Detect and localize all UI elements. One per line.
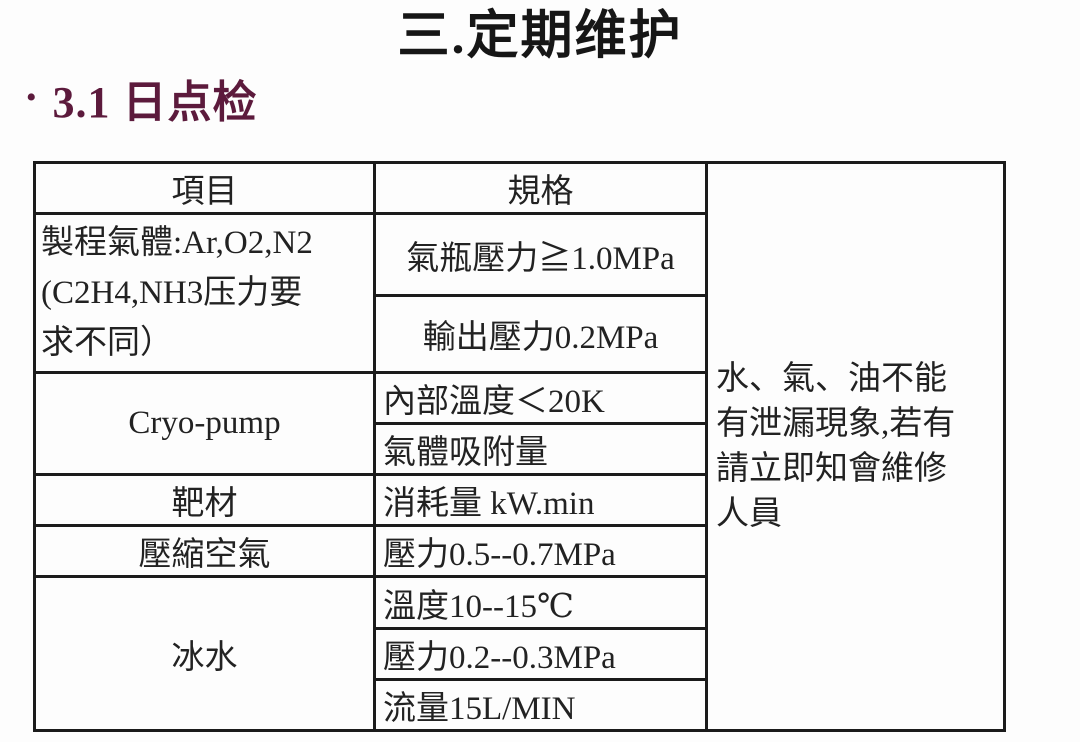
spec-cell-air-pressure: 壓力0.5--0.7MPa <box>373 524 708 578</box>
table-row: 壓縮空氣 壓力0.5--0.7MPa <box>33 524 1005 578</box>
table-row: Cryo-pump 內部溫度＜20K <box>33 371 1005 476</box>
column-header-item: 項目 <box>33 161 376 215</box>
spec-cell-gas-adsorption: 氣體吸附量 <box>373 422 708 476</box>
section-title: 3.1 日点检 <box>52 78 258 127</box>
page-title: 三.定期维护 <box>397 8 683 65</box>
spec-cell-output-pressure: 輸出壓力0.2MPa <box>373 294 708 374</box>
item-cell-cryo-pump: Cryo-pump <box>33 371 376 476</box>
spec-cell-internal-temp: 內部溫度＜20K <box>373 371 708 425</box>
daily-inspection-table: 項目 規格 水、氣、油不能 有泄漏現象,若有 請立即知會維修 人員 製程氣體:A… <box>33 161 1006 732</box>
spec-cell-water-temp: 溫度10--15℃ <box>373 575 708 630</box>
table-row: 輸出壓力0.2MPa <box>35 294 1005 374</box>
item-cell-compressed-air: 壓縮空氣 <box>33 524 376 578</box>
table-header-row: 項目 規格 水、氣、油不能 有泄漏現象,若有 請立即知會維修 人員 <box>33 161 1006 732</box>
item-cell-chilled-water: 冰水 <box>33 575 376 732</box>
table-row: 壓力0.2--0.3MPa <box>35 627 1005 681</box>
spec-cell-water-pressure: 壓力0.2--0.3MPa <box>373 627 708 681</box>
table-row: 冰水 溫度10--15℃ <box>33 575 1005 732</box>
item-cell-process-gas: 製程氣體:Ar,O2,N2 (C2H4,NH3压力要 求不同） <box>33 212 376 374</box>
table-row: 製程氣體:Ar,O2,N2 (C2H4,NH3压力要 求不同） 氣瓶壓力≧1.0… <box>33 212 1005 374</box>
spec-cell-bottle-pressure: 氣瓶壓力≧1.0MPa <box>373 212 708 297</box>
section-heading: • 3.1 日点检 <box>26 72 1080 127</box>
slide: 三.定期维护 • 3.1 日点检 項目 規格 水、氣、油不能 有泄漏現象,若有 … <box>0 6 1080 742</box>
table-row: 流量15L/MIN <box>35 678 1005 732</box>
bullet-icon: • <box>26 81 37 114</box>
spec-cell-consumption: 消耗量 kW.min <box>373 473 708 527</box>
table-row: 靶材 消耗量 kW.min <box>33 473 1005 527</box>
column-header-spec: 規格 <box>373 161 708 215</box>
spec-cell-water-flow: 流量15L/MIN <box>373 678 708 732</box>
table-row: 氣體吸附量 <box>35 422 1005 476</box>
item-cell-target: 靶材 <box>33 473 376 527</box>
side-note-cell: 水、氣、油不能 有泄漏現象,若有 請立即知會維修 人員 <box>705 161 1006 732</box>
